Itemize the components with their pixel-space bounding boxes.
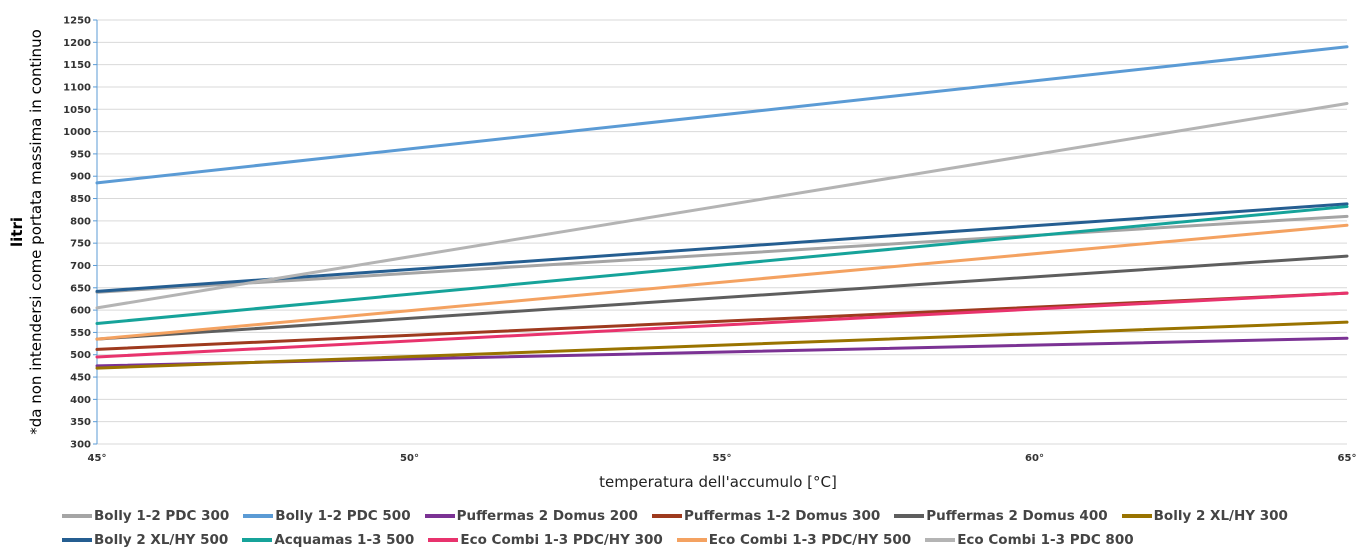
legend-item: Eco Combi 1-3 PDC/HY 500 xyxy=(676,532,912,548)
y-tick-label: 650 xyxy=(70,283,91,294)
legend-swatch xyxy=(243,514,274,518)
legend-label: Puffermas 2 Domus 400 xyxy=(926,508,1108,524)
y-tick-label: 900 xyxy=(70,172,91,183)
series-line xyxy=(95,214,1349,294)
y-tick-label: 1150 xyxy=(63,60,91,71)
x-axis-ticks: 45° 50° 55° 60° 65° xyxy=(88,453,1357,464)
legend-swatch xyxy=(62,538,92,542)
legend-item: Puffermas 2 Domus 400 xyxy=(894,508,1108,524)
y-tick-label: 550 xyxy=(70,328,91,339)
legend-item: Bolly 2 XL/HY 500 xyxy=(62,532,228,548)
series-line xyxy=(95,223,1349,341)
y-tick-label: 1250 xyxy=(63,16,91,27)
y-tick-label: 750 xyxy=(70,239,91,250)
series-line xyxy=(95,101,1349,310)
legend-label: Puffermas 1-2 Domus 300 xyxy=(683,508,881,524)
legend-label: Bolly 2 XL/HY 300 xyxy=(1153,508,1288,524)
legend-item: Eco Combi 1-3 PDC/HY 300 xyxy=(428,532,663,548)
series-line xyxy=(95,202,1349,293)
series-lines xyxy=(95,45,1349,370)
series-line xyxy=(95,291,1349,359)
y-tick-label: 1200 xyxy=(63,38,91,49)
y-tick-label: 1100 xyxy=(63,82,91,93)
legend-swatch xyxy=(894,514,925,518)
y-tick-label: 600 xyxy=(70,306,91,317)
y-tick-label: 350 xyxy=(70,417,91,428)
legend-swatch xyxy=(925,538,956,542)
legend-item: Bolly 1-2 PDC 500 xyxy=(243,508,411,524)
x-tick-label: 55° xyxy=(713,453,732,464)
legend-swatch xyxy=(242,538,273,542)
y-tick-label: 450 xyxy=(70,373,91,384)
line-chart: 300 350 400 450 500 550 600 650 700 750 800 850 900 9… xyxy=(8,16,1357,492)
legend-label: Bolly 1-2 PDC 500 xyxy=(275,508,411,524)
x-axis-label: temperatura dell'accumulo [°C] xyxy=(599,473,837,491)
grid-lines xyxy=(97,19,1347,445)
legend-item: Puffermas 1-2 Domus 300 xyxy=(651,508,881,524)
y-tick-label: 800 xyxy=(70,216,91,227)
legend-label: Bolly 2 XL/HY 500 xyxy=(94,532,229,548)
series-line xyxy=(95,320,1349,370)
x-tick-label: 65° xyxy=(1338,453,1357,464)
legend-swatch xyxy=(428,538,459,542)
y-tick-label: 700 xyxy=(70,261,91,272)
legend-item: Puffermas 2 Domus 200 xyxy=(424,508,638,524)
legend-item: Bolly 2 XL/HY 300 xyxy=(1121,508,1288,524)
y-axis-label-sub: *da non intendersi come portata massima … xyxy=(27,29,45,435)
legend-swatch xyxy=(1121,514,1152,518)
legend-label: Eco Combi 1-3 PDC/HY 300 xyxy=(460,532,663,548)
legend-label: Eco Combi 1-3 PDC/HY 500 xyxy=(708,532,912,548)
x-tick-label: 45° xyxy=(88,453,107,464)
legend-item: Acquamas 1-3 500 xyxy=(242,532,414,548)
legend-label: Acquamas 1-3 500 xyxy=(274,532,415,548)
y-tick-label: 500 xyxy=(70,350,91,361)
legend-label: Puffermas 2 Domus 200 xyxy=(456,508,638,524)
y-tick-label: 950 xyxy=(70,149,91,160)
y-tick-label: 850 xyxy=(70,194,91,205)
series-line xyxy=(95,205,1349,325)
y-axis-label-main: litri xyxy=(8,217,26,247)
y-tick-label: 300 xyxy=(70,440,91,451)
y-tick-label: 1000 xyxy=(63,127,91,138)
legend-label: Eco Combi 1-3 PDC 800 xyxy=(957,532,1134,548)
legend: Bolly 1-2 PDC 300 Bolly 1-2 PDC 500 Puffer… xyxy=(62,504,1362,552)
legend-swatch xyxy=(62,514,92,518)
x-tick-label: 60° xyxy=(1025,453,1044,464)
legend-label: Bolly 1-2 PDC 300 xyxy=(94,508,230,524)
x-tick-label: 50° xyxy=(400,453,419,464)
y-tick-label: 1050 xyxy=(63,105,91,116)
legend-row: Bolly 1-2 PDC 300 Bolly 1-2 PDC 500 Puffer… xyxy=(62,504,1362,528)
series-line xyxy=(95,45,1349,185)
legend-swatch xyxy=(651,514,682,518)
y-tick-label: 400 xyxy=(70,395,91,406)
legend-row: Bolly 2 XL/HY 500 Acquamas 1-3 500 Eco Com… xyxy=(62,528,1362,552)
legend-item: Bolly 1-2 PDC 300 xyxy=(62,508,229,524)
legend-swatch xyxy=(424,514,455,518)
series-line xyxy=(95,254,1349,341)
legend-swatch xyxy=(676,538,707,542)
y-axis-ticks: 300 350 400 450 500 550 600 650 700 750 800 850 900 9… xyxy=(63,16,97,451)
legend-item: Eco Combi 1-3 PDC 800 xyxy=(925,532,1134,548)
